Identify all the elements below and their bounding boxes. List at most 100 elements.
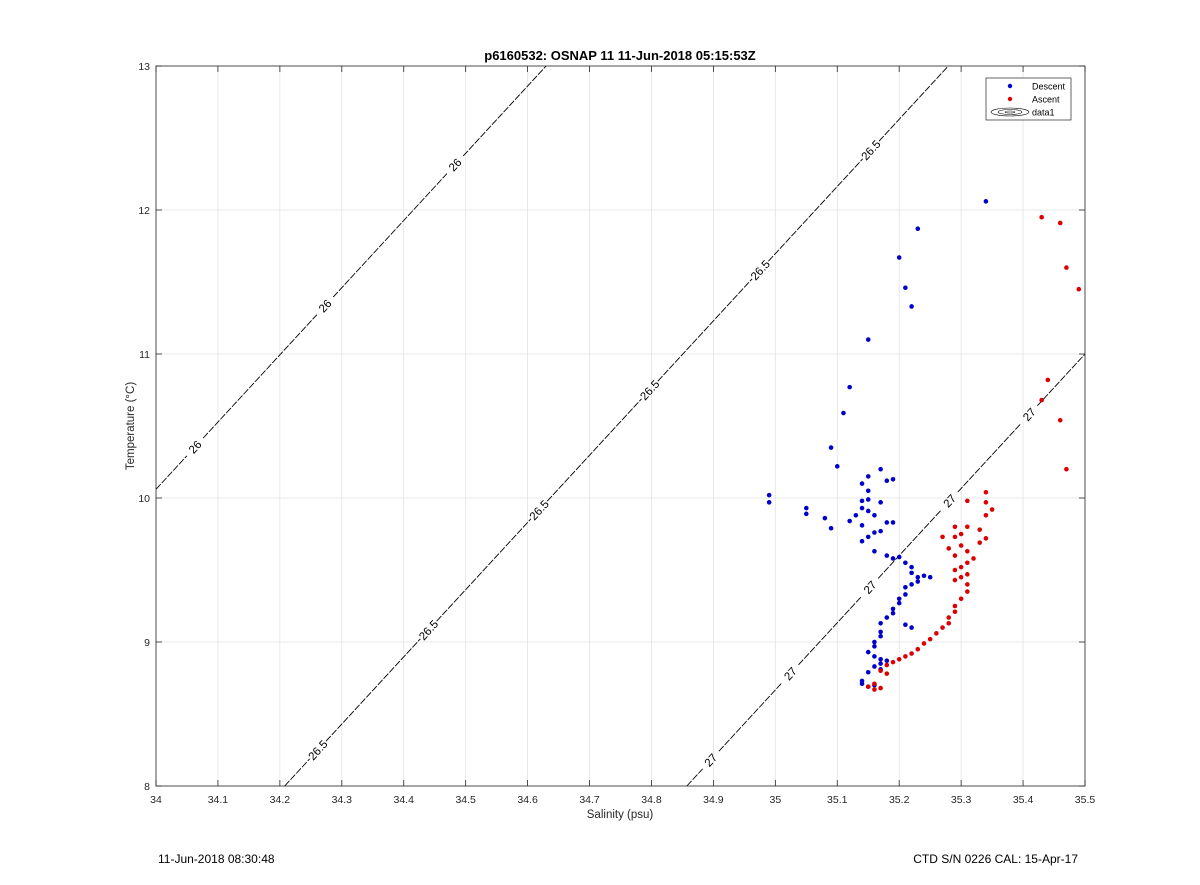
descent-point: [878, 528, 883, 534]
descent-point: [909, 625, 914, 630]
descent-point: [915, 574, 921, 580]
ascent-point: [952, 603, 958, 609]
ascent-point: [884, 671, 890, 676]
descent-point: [890, 610, 896, 616]
x-tick-label: 35.2: [889, 794, 910, 806]
descent-point: [865, 508, 871, 514]
ascent-point: [965, 589, 970, 594]
contour-icon: [990, 107, 1030, 117]
ascent-point: [934, 631, 939, 636]
descent-point: [859, 481, 865, 486]
descent-point: [878, 633, 883, 639]
descent-point: [865, 474, 871, 479]
legend-marker-descent: [1007, 83, 1013, 89]
x-tick-label: 34.4: [394, 794, 415, 806]
ascent-point: [971, 556, 976, 561]
contour-label: 26.5: [860, 138, 884, 163]
contour-label: 26.5: [528, 498, 552, 523]
contour-line-26.5: [657, 278, 753, 382]
contour-label: 27: [1021, 406, 1038, 424]
descent-point: [865, 337, 871, 342]
descent-point: [847, 384, 852, 390]
density-contours: 26 26 26 26.5 26.5 26.5 26.5 26.5 26.5 27 27 27 27 27: [155, 65, 1086, 787]
x-tick-label: 34.1: [208, 794, 229, 806]
descent-point: [884, 615, 890, 620]
contour-line-27: [798, 595, 863, 666]
ascent-point: [977, 527, 983, 532]
y-tick-label: 13: [138, 61, 150, 73]
descent-point: [903, 285, 908, 291]
descent-point: [896, 596, 902, 602]
descent-point: [983, 199, 989, 204]
legend-label-descent: Descent: [1032, 82, 1066, 92]
contour-label: 27: [942, 493, 959, 511]
ascent-point: [878, 685, 883, 691]
contour-line-26.5: [325, 638, 421, 742]
legend-label-ascent: Ascent: [1032, 95, 1060, 105]
ascent-point: [965, 572, 970, 577]
ascent-point: [872, 687, 877, 692]
descent-point: [828, 525, 834, 531]
descent-point: [903, 592, 908, 597]
ascent-point: [965, 498, 970, 504]
descent-point: [890, 520, 896, 525]
descent-point: [859, 681, 865, 687]
x-tick-label: 35.4: [1013, 794, 1034, 806]
x-tick-label: 34.7: [579, 794, 600, 806]
data-points: [766, 199, 1082, 692]
ascent-point: [1057, 220, 1063, 226]
descent-point: [872, 644, 877, 649]
x-tick-label: 34: [150, 794, 162, 806]
footer-timestamp: 11-Jun-2018 08:30:48: [158, 852, 275, 866]
ascent-point: [896, 656, 902, 662]
ascent-point: [983, 489, 989, 495]
contour-label: 27: [703, 752, 720, 770]
y-tick-label: 11: [139, 349, 150, 361]
ascent-point: [952, 553, 958, 558]
ascent-point: [958, 564, 964, 570]
descent-point: [822, 515, 828, 521]
ascent-point: [1039, 397, 1044, 403]
descent-point: [896, 554, 902, 560]
y-tick-label: 10: [138, 493, 150, 505]
descent-point: [909, 570, 914, 576]
contour-label: 27: [862, 579, 879, 597]
descent-point: [909, 304, 914, 309]
descent-point: [872, 548, 877, 554]
x-tick-label: 35: [769, 794, 781, 806]
grid: [155, 65, 1086, 787]
descent-point: [766, 500, 772, 505]
ascent-point: [965, 560, 970, 566]
descent-point: [878, 629, 883, 635]
contour-line-27: [1037, 353, 1086, 406]
ascent-point: [903, 654, 908, 659]
ascent-point: [952, 524, 958, 530]
ascent-point: [958, 596, 964, 602]
contour-line-26.5: [284, 758, 311, 787]
x-tick-label: 35.1: [827, 794, 848, 806]
ascent-point: [1057, 417, 1063, 423]
legend-label-data1: data1: [1032, 108, 1055, 118]
ascent-point: [965, 582, 970, 587]
contour-label: 26: [187, 439, 204, 457]
axes-box: [155, 65, 1086, 787]
ascent-point: [1064, 265, 1069, 270]
descent-point: [903, 584, 908, 590]
contour-label: 26.5: [749, 258, 773, 283]
ascent-point: [989, 507, 995, 512]
ascent-point: [890, 659, 896, 665]
contour-label: 26: [447, 157, 464, 175]
ascent-point: [915, 646, 921, 652]
contour-line-27: [686, 768, 703, 787]
descent-point: [878, 661, 883, 666]
ascent-point: [946, 615, 952, 620]
descent-point: [834, 464, 840, 469]
contour-line-26.5: [546, 398, 642, 502]
descent-point: [865, 488, 871, 494]
ascent-point: [946, 546, 952, 551]
descent-point: [884, 658, 890, 664]
descent-point: [865, 497, 871, 502]
ascent-point: [940, 625, 945, 630]
descent-point: [828, 445, 834, 450]
